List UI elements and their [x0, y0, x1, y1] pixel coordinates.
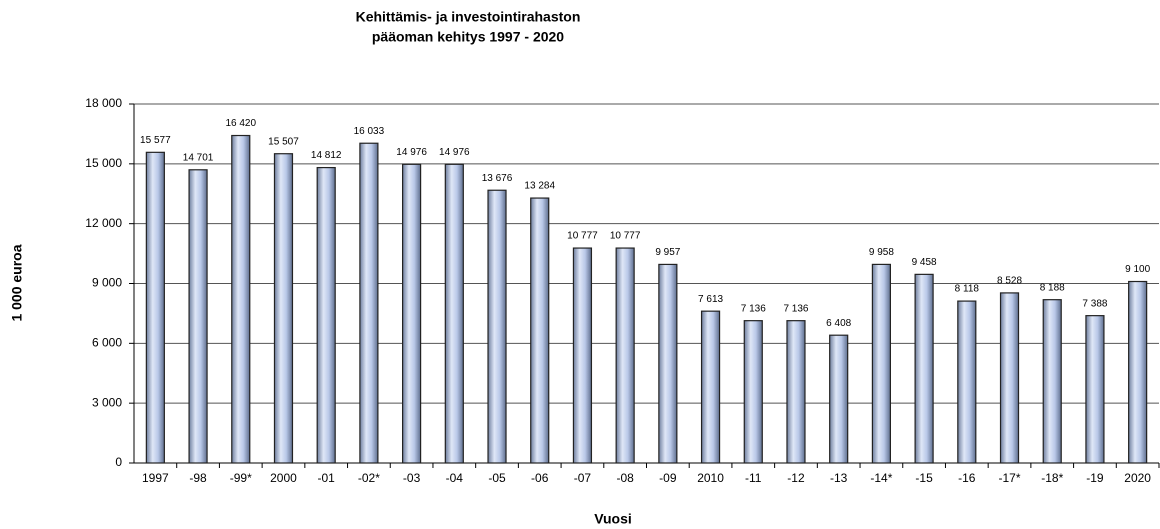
- value-label: 9 957: [655, 247, 680, 258]
- y-tick-label: 6 000: [92, 336, 122, 350]
- bar: [658, 263, 678, 464]
- value-label: 14 701: [183, 152, 214, 163]
- bar: [359, 142, 379, 464]
- x-tick-label: -17*: [999, 471, 1021, 485]
- value-label: 8 528: [997, 276, 1022, 287]
- value-label: 9 458: [912, 257, 937, 268]
- y-tick-label: 15 000: [85, 156, 122, 170]
- bar: [1085, 315, 1105, 464]
- y-axis-label: 1 000 euroa: [9, 244, 25, 321]
- bar: [743, 320, 763, 464]
- x-tick-label: -16: [958, 471, 976, 485]
- x-tick-label: -14*: [870, 471, 892, 485]
- value-label: 9 958: [869, 247, 894, 258]
- x-tick-label: 2020: [1124, 471, 1151, 485]
- bar: [572, 247, 593, 464]
- bar: [786, 320, 806, 464]
- x-tick-label: -04: [446, 471, 464, 485]
- x-tick-label: 2010: [697, 471, 724, 485]
- value-label: 7 613: [698, 294, 723, 305]
- bar: [145, 151, 165, 464]
- x-tick-label: -19: [1086, 471, 1104, 485]
- x-tick-label: 1997: [142, 471, 169, 485]
- x-tick-label: -99*: [230, 471, 252, 485]
- bar: [231, 134, 251, 464]
- x-tick-label: -02*: [358, 471, 380, 485]
- bar: [700, 310, 721, 464]
- bar: [829, 334, 849, 464]
- bar: [402, 163, 422, 464]
- value-label: 9 100: [1125, 264, 1150, 275]
- bar: [1042, 299, 1062, 464]
- value-label: 14 976: [439, 147, 470, 158]
- bar: [914, 273, 934, 464]
- bar: [273, 153, 294, 464]
- value-label: 14 976: [396, 147, 427, 158]
- value-label: 7 388: [1082, 298, 1107, 309]
- bar: [871, 263, 891, 464]
- bar: [999, 292, 1020, 464]
- chart-title: Kehittämis- ja investointirahaston: [356, 9, 581, 25]
- bar: [957, 300, 977, 464]
- x-tick-label: -01: [318, 471, 336, 485]
- y-tick-label: 0: [115, 455, 122, 469]
- y-tick-label: 18 000: [85, 96, 122, 110]
- value-label: 15 577: [140, 135, 171, 146]
- value-label: 13 676: [482, 173, 513, 184]
- value-label: 10 777: [567, 231, 598, 242]
- value-label: 8 118: [955, 284, 980, 295]
- x-tick-label: -15: [915, 471, 933, 485]
- x-tick-label: -13: [830, 471, 848, 485]
- value-label: 14 812: [311, 150, 342, 161]
- x-tick-label: -08: [616, 471, 634, 485]
- value-label: 6 408: [826, 318, 851, 329]
- bar: [188, 169, 208, 464]
- x-tick-label: -11: [745, 471, 762, 485]
- x-tick-label: -06: [531, 471, 549, 485]
- chart-title: pääoman kehitys 1997 - 2020: [372, 29, 564, 45]
- value-label: 7 136: [783, 303, 808, 314]
- value-label: 13 284: [524, 181, 555, 192]
- value-label: 16 033: [354, 126, 385, 137]
- x-tick-label: -09: [659, 471, 677, 485]
- x-tick-label: -12: [787, 471, 805, 485]
- y-tick-label: 9 000: [92, 276, 122, 290]
- value-label: 15 507: [268, 136, 299, 147]
- x-tick-label: 2000: [270, 471, 297, 485]
- bar: [615, 247, 635, 464]
- bar: [316, 166, 336, 464]
- bar: [444, 163, 464, 464]
- x-tick-label: -05: [488, 471, 506, 485]
- x-tick-label: -03: [403, 471, 421, 485]
- value-label: 8 188: [1040, 282, 1065, 293]
- value-label: 10 777: [610, 231, 641, 242]
- value-label: 16 420: [225, 118, 256, 129]
- y-tick-label: 3 000: [92, 395, 122, 409]
- bar: [1128, 280, 1148, 464]
- x-tick-label: -98: [189, 471, 207, 485]
- value-label: 7 136: [741, 303, 766, 314]
- x-tick-label: -18*: [1041, 471, 1063, 485]
- y-tick-label: 12 000: [85, 216, 122, 230]
- bar: [487, 189, 507, 464]
- bar: [530, 197, 550, 464]
- x-tick-label: -07: [574, 471, 592, 485]
- x-axis-label: Vuosi: [594, 511, 632, 527]
